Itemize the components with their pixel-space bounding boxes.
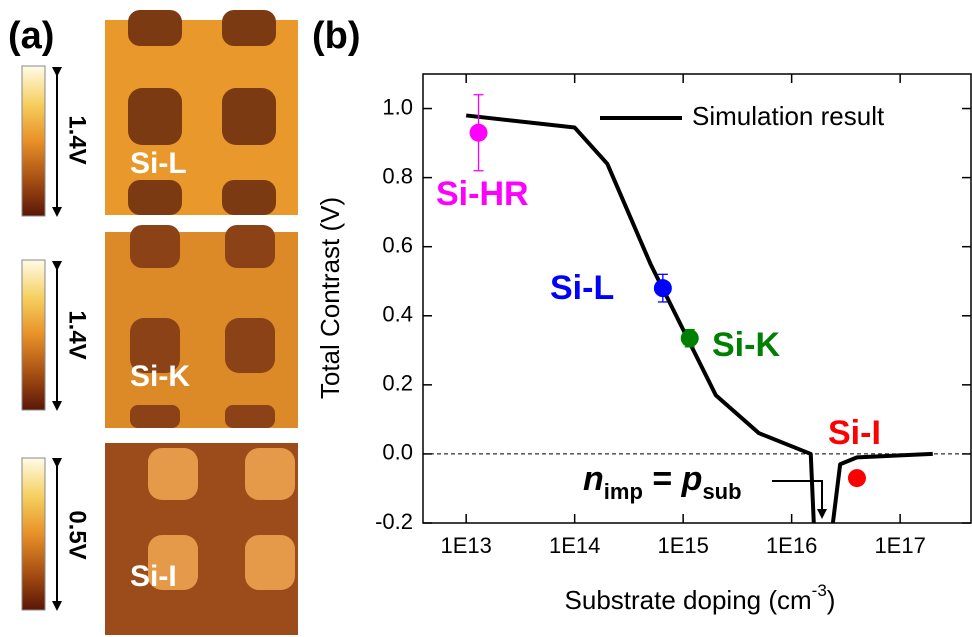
afm-image (105, 443, 298, 635)
point-label: Si-HR (436, 175, 529, 213)
plot-frame (422, 73, 972, 524)
afm-image (105, 10, 298, 215)
y-tick-label: 0.8 (382, 163, 413, 188)
point-label: Si-K (712, 326, 780, 364)
scale-label: 1.4V (64, 310, 91, 359)
x-tick-label: 1E17 (874, 533, 925, 558)
image-label: Si-I (130, 560, 177, 593)
simulation-line (465, 113, 933, 523)
afm-image (105, 225, 298, 428)
x-tick-label: 1E15 (657, 533, 708, 558)
y-axis-label: Total Contrast (V) (315, 197, 345, 399)
y-tick-label: -0.2 (375, 509, 413, 534)
scale-label: 0.5V (64, 510, 91, 559)
x-tick-label: 1E16 (766, 533, 817, 558)
panel-label: (b) (312, 15, 361, 57)
image-label: Si-K (130, 360, 190, 393)
x-axis-label: Substrate doping (cm-3) (565, 581, 836, 614)
point-label: Si-L (550, 269, 614, 307)
scale-label: 1.4V (64, 115, 91, 164)
data-point (469, 123, 488, 142)
colorbar (21, 65, 46, 611)
point-label: Si-I (828, 414, 881, 452)
annotation-text: imp (604, 479, 643, 504)
annotation-text: sub (702, 479, 741, 504)
x-axis-label-text: Substrate doping (cm (565, 585, 812, 615)
y-tick-label: 0.2 (382, 371, 413, 396)
image-label: Si-L (130, 147, 187, 180)
annotation-text: = (643, 460, 682, 498)
x-tick-label: 1E13 (440, 533, 491, 558)
annotation: nimp = psub (583, 460, 742, 504)
x-tick-label: 1E14 (549, 533, 600, 558)
panel-label: (a) (8, 15, 54, 57)
x-axis-label-superscript: -3 (812, 581, 827, 600)
y-tick-label: 1.0 (382, 94, 413, 119)
y-tick-label: 0.0 (382, 440, 413, 465)
x-axis-label-text: ) (827, 585, 836, 615)
data-point (847, 469, 866, 488)
data-point (653, 279, 672, 298)
data-point (680, 329, 699, 348)
legend-label: Simulation result (692, 101, 885, 131)
y-tick-label: 0.6 (382, 233, 413, 258)
annotation-arrow (772, 480, 827, 519)
annotation-text: n (583, 460, 604, 498)
annotation-text: p (681, 460, 703, 498)
y-tick-label: 0.4 (382, 302, 413, 327)
